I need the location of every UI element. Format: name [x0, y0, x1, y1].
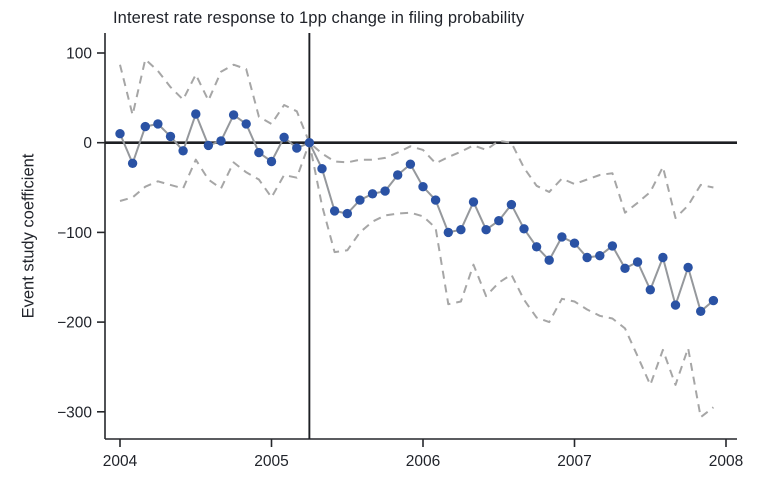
x-tick-label: 2006: [406, 453, 440, 470]
coefficient-point: [430, 195, 441, 205]
coefficient-point: [317, 164, 327, 174]
coefficient-point: [569, 238, 580, 248]
coefficient-point: [279, 132, 289, 142]
coefficient-point: [443, 227, 453, 238]
y-tick-label: −300: [57, 404, 92, 421]
coefficient-point: [329, 206, 340, 216]
coefficient-point: [645, 285, 655, 295]
coefficient-point: [216, 136, 226, 146]
coefficient-point: [292, 143, 302, 153]
coefficient-point: [595, 251, 605, 261]
coefficient-point: [405, 159, 416, 169]
coefficient-point: [418, 182, 428, 192]
coefficient-point: [456, 225, 466, 235]
coefficient-point: [620, 263, 630, 273]
x-tick-label: 2004: [103, 453, 138, 470]
coefficient-point: [658, 252, 668, 263]
y-tick-label: 100: [66, 46, 92, 63]
coefficient-point: [241, 119, 251, 129]
y-tick-label: −100: [57, 225, 92, 242]
coefficient-point: [393, 170, 403, 180]
coefficient-point: [582, 252, 592, 263]
chart-title: Interest rate response to 1pp change in …: [113, 9, 525, 27]
x-tick-label: 2005: [254, 453, 288, 470]
coefficient-point: [481, 225, 491, 235]
coefficient-point: [228, 110, 239, 120]
coefficient-point: [191, 109, 201, 119]
coefficient-point: [380, 186, 390, 196]
coefficient-point: [557, 232, 567, 242]
coefficient-point: [468, 197, 479, 207]
coefficient-point: [670, 300, 681, 310]
coefficient-point: [632, 257, 643, 267]
x-tick-label: 2007: [557, 453, 591, 470]
x-tick-label: 2008: [709, 453, 743, 470]
coefficient-point: [203, 140, 214, 151]
coefficient-point: [153, 119, 163, 129]
coefficient-point: [544, 255, 554, 265]
ci-lower-dashed-line: [119, 141, 715, 419]
coefficient-point: [266, 156, 277, 167]
coefficient-point: [494, 216, 504, 226]
coefficient-point: [127, 158, 138, 168]
coefficient-point: [367, 189, 378, 199]
coefficient-point: [696, 306, 706, 316]
y-tick-label: 0: [83, 135, 92, 152]
y-tick-label: −200: [57, 315, 92, 332]
coefficient-point: [531, 242, 542, 252]
coefficient-point: [178, 146, 188, 156]
coefficient-point: [355, 195, 365, 205]
coefficient-point: [683, 262, 693, 273]
coefficient-point: [506, 199, 517, 210]
coefficient-point: [607, 241, 618, 251]
coefficient-point: [165, 131, 176, 142]
coefficient-point: [254, 147, 264, 158]
coefficient-point: [342, 208, 352, 219]
coefficient-point: [708, 295, 719, 306]
coefficient-point: [519, 224, 529, 234]
ci-upper-dashed-line: [119, 58, 714, 219]
coefficient-point: [304, 138, 315, 148]
coefficient-point: [140, 121, 150, 132]
coefficient-point: [115, 129, 125, 139]
